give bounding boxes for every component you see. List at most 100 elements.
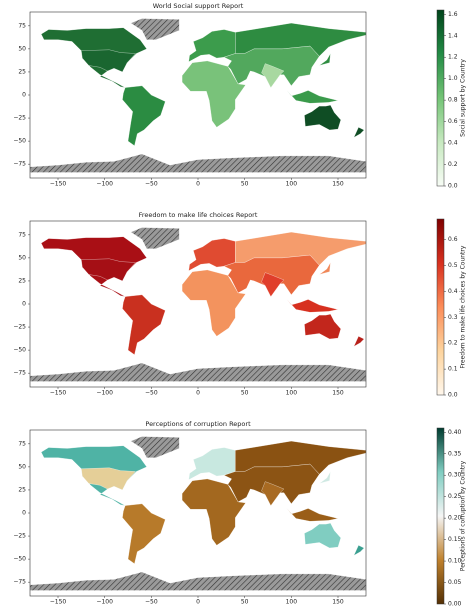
x-tick-label: −100 [96,390,113,397]
colorbar-tick-label: 0.8 [448,97,458,104]
map-panel: World Social support Report −150 −100 −50 0 5… [13,2,466,190]
y-tick-label: −75 [13,370,26,377]
y-tick-label: −25 [13,115,26,122]
colorbar-tick-label: 0.20 [448,515,462,522]
country-region [81,49,136,73]
colorbar-label: Freedom to make life choices by Country [460,245,467,368]
colorbar-tick-label: 0.15 [448,536,462,543]
x-tick-label: 50 [241,181,249,188]
x-tick-label: −50 [145,181,158,188]
country-region [29,571,367,591]
colorbar-tick-label: 1.4 [448,32,458,39]
colorbar-tick-label: 0.05 [448,579,462,586]
colorbar-tick-label: 0.1 [448,366,458,373]
colorbar-tick-label: 1.6 [448,11,458,18]
country-region [304,313,341,340]
y-tick-label: 0 [22,92,26,99]
colorbar-label: Perceptions of corruption by Country [460,460,467,571]
colorbar-tick-label: 1.0 [448,75,458,82]
y-tick-label: −25 [13,533,26,540]
x-tick-label: −50 [145,599,158,606]
country-region [29,153,367,173]
y-tick-label: 50 [18,45,26,52]
y-tick-label: −25 [13,324,26,331]
country-region [188,447,236,481]
x-tick-label: −50 [145,390,158,397]
y-tick-label: −50 [13,138,26,145]
y-tick-label: 0 [22,510,26,517]
country-region [181,269,246,337]
colorbar-tick-label: 1.2 [448,54,458,61]
x-tick-label: 50 [241,390,249,397]
country-region [353,336,365,347]
colorbar-tick-label: 0.3 [448,314,458,321]
colorbar-label: Social support by Country [460,59,467,137]
y-tick-label: 75 [18,440,26,447]
colorbar-tick-label: 0.4 [448,140,458,147]
y-tick-label: 75 [18,231,26,238]
country-region [122,85,166,146]
country-region [130,18,180,40]
chart-title: Perceptions of corruption Report [145,420,251,428]
colorbar-tick-label: 0.6 [448,118,458,125]
chart-title: World Social support Report [153,2,244,10]
x-tick-label: −150 [50,181,67,188]
y-tick-label: −50 [13,347,26,354]
country-region [353,127,365,138]
x-tick-label: −100 [96,181,113,188]
x-tick-label: 100 [286,599,298,606]
x-tick-label: 100 [286,181,298,188]
colorbar-tick-label: 0.10 [448,558,462,565]
country-region [261,481,285,506]
country-region [81,258,136,282]
country-region [122,503,166,564]
country-region [130,436,180,458]
y-tick-label: −75 [13,161,26,168]
colorbar-tick-label: 0.35 [448,450,462,457]
colorbar-tick-label: 0.0 [448,392,458,399]
map-panel: Perceptions of corruption Report −150 −100… [13,420,466,608]
country-region [286,299,339,313]
y-tick-label: 50 [18,463,26,470]
colorbar-tick-label: 0.4 [448,288,458,295]
country-region [29,362,367,382]
country-region [319,262,331,275]
y-tick-label: −50 [13,556,26,563]
colorbar-tick-label: 0.2 [448,340,458,347]
y-tick-label: −75 [13,579,26,586]
colorbar-tick-label: 0.25 [448,493,462,500]
country-region [81,467,136,491]
colorbar [436,218,445,396]
country-region [304,522,341,549]
country-region [261,63,285,88]
x-tick-label: 100 [286,390,298,397]
country-region [304,104,341,131]
country-region [286,90,339,104]
x-tick-label: 0 [196,599,200,606]
x-tick-label: −150 [50,390,67,397]
country-region [188,29,236,63]
colorbar-tick-label: 0.6 [448,236,458,243]
x-tick-label: 150 [332,599,344,606]
x-tick-label: 50 [241,599,249,606]
y-tick-label: 0 [22,301,26,308]
x-tick-label: −100 [96,599,113,606]
country-region [286,508,339,522]
colorbar-tick-label: 0.00 [448,601,462,608]
y-tick-label: 25 [18,486,26,493]
colorbar-tick-label: 0.5 [448,262,458,269]
country-region [261,272,285,297]
country-region [130,227,180,249]
x-tick-label: 150 [332,390,344,397]
colorbar-tick-label: 0.40 [448,429,462,436]
country-region [181,60,246,128]
colorbar [436,427,445,605]
y-tick-label: 50 [18,254,26,261]
y-tick-label: 75 [18,22,26,29]
colorbar [436,9,445,187]
y-tick-label: 25 [18,277,26,284]
map-panel: Freedom to make life choices Report −150 −… [13,211,466,399]
chart-title: Freedom to make life choices Report [139,211,258,219]
country-region [188,238,236,272]
